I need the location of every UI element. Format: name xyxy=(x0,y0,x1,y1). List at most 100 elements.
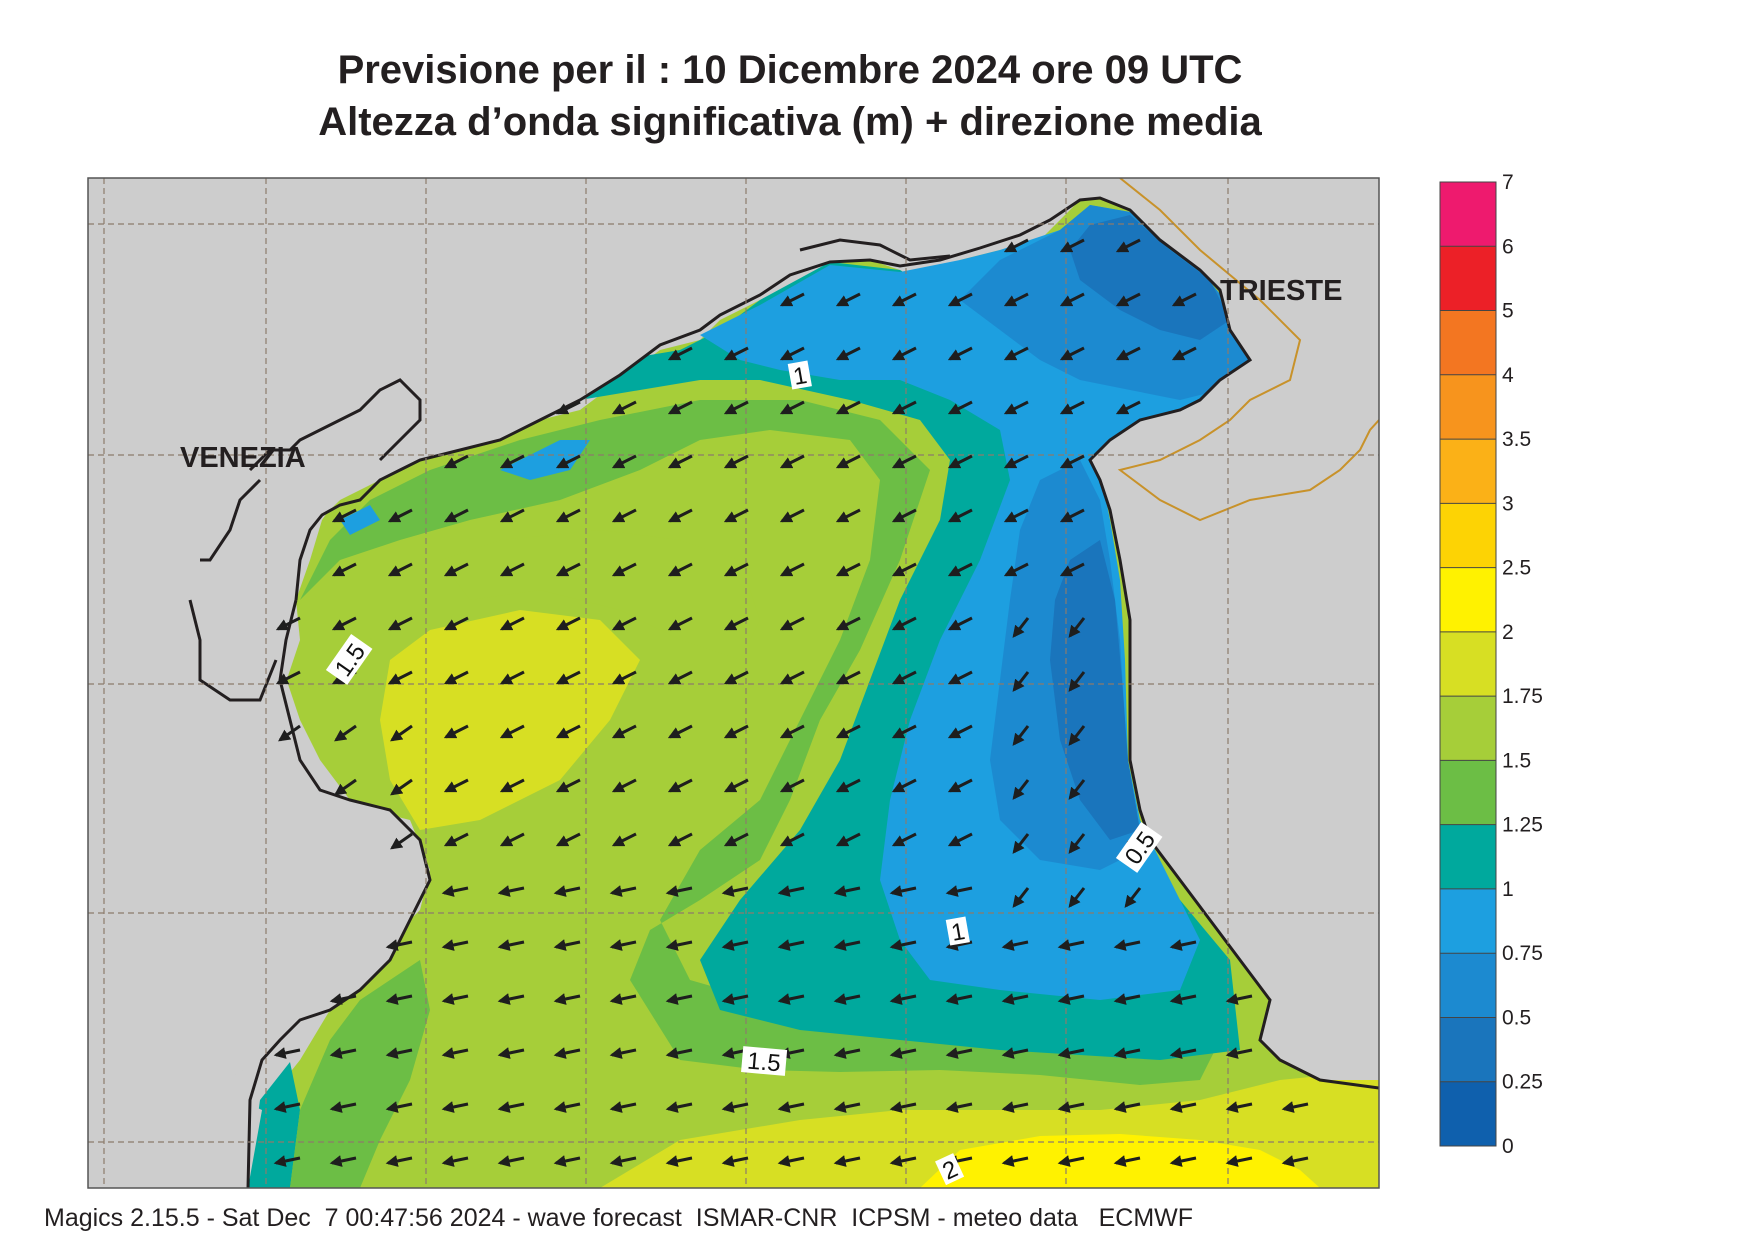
contour-band-sw-teal xyxy=(248,1062,300,1188)
wave-direction-arrow xyxy=(945,1047,973,1059)
wave-direction-arrow xyxy=(1169,1101,1197,1113)
wave-direction-arrow xyxy=(1059,454,1085,469)
wave-direction-arrow xyxy=(1001,993,1029,1005)
wave-direction-arrow xyxy=(833,1155,861,1167)
wave-direction-arrow xyxy=(1003,508,1029,523)
wave-direction-arrow xyxy=(1012,833,1030,854)
wave-direction-arrow xyxy=(553,1047,581,1059)
wave-direction-arrow xyxy=(609,939,637,951)
land-west-coast xyxy=(88,178,430,1188)
wave-direction-arrow xyxy=(1012,887,1030,908)
wave-direction-arrow xyxy=(665,993,693,1005)
colorbar-swatch xyxy=(1440,567,1496,633)
colorbar-swatch xyxy=(1440,1081,1496,1147)
wave-direction-arrow xyxy=(497,993,525,1005)
wave-direction-arrow xyxy=(611,778,637,793)
wave-direction-arrow xyxy=(665,885,693,897)
wave-direction-arrow xyxy=(443,508,469,523)
city-label-venezia: VENEZIA xyxy=(180,442,306,474)
wave-direction-arrow xyxy=(499,778,525,793)
wave-direction-arrow xyxy=(947,778,973,793)
wave-direction-arrow xyxy=(553,885,581,897)
wave-direction-arrow xyxy=(1003,454,1029,469)
wave-direction-arrow xyxy=(1281,1155,1309,1167)
wave-direction-arrow xyxy=(945,885,973,897)
wave-direction-arrow xyxy=(329,1047,357,1059)
wave-direction-arrow xyxy=(723,724,749,739)
colorbar-swatch xyxy=(1440,631,1496,697)
wave-direction-arrow xyxy=(334,778,357,796)
wave-direction-arrow xyxy=(1225,1101,1253,1113)
map-frame xyxy=(87,177,1380,1189)
wave-direction-arrow xyxy=(611,724,637,739)
wave-direction-arrow xyxy=(609,1155,637,1167)
land-north-coast xyxy=(380,178,1100,470)
wave-direction-arrow xyxy=(891,724,917,739)
wave-direction-arrow xyxy=(835,778,861,793)
wave-direction-arrow xyxy=(329,1155,357,1167)
wave-direction-arrow xyxy=(390,832,413,850)
wave-direction-arrow xyxy=(667,454,693,469)
trieste-gulf xyxy=(799,238,951,262)
wave-direction-arrow xyxy=(779,400,805,415)
wave-direction-arrow xyxy=(555,508,581,523)
wave-direction-arrow xyxy=(667,400,693,415)
wave-direction-arrow xyxy=(721,993,749,1005)
wave-direction-arrow xyxy=(329,1101,357,1113)
wave-direction-arrow xyxy=(667,724,693,739)
wave-direction-arrow xyxy=(387,670,413,685)
wave-direction-arrow xyxy=(1059,292,1085,307)
wave-direction-arrow xyxy=(273,1101,301,1113)
wave-direction-arrow xyxy=(779,346,805,361)
svg-text:1: 1 xyxy=(949,918,967,947)
wave-direction-arrow xyxy=(443,832,469,847)
wave-direction-arrow xyxy=(835,616,861,631)
wave-direction-arrow xyxy=(611,616,637,631)
map-title-line-1: Previsione per il : 10 Dicembre 2024 ore… xyxy=(337,48,1243,92)
svg-text:1: 1 xyxy=(791,362,809,391)
wave-direction-arrow xyxy=(723,832,749,847)
wave-direction-arrow xyxy=(1003,238,1029,253)
wave-direction-arrow xyxy=(1057,939,1085,951)
wave-direction-arrow xyxy=(1012,779,1030,800)
colorbar-swatch xyxy=(1440,760,1496,826)
wave-direction-arrow xyxy=(497,1155,525,1167)
wave-direction-arrow xyxy=(1115,346,1141,361)
wave-direction-arrow xyxy=(611,400,637,415)
wave-direction-arrow xyxy=(609,1047,637,1059)
wave-direction-arrow xyxy=(777,993,805,1005)
wave-direction-arrow xyxy=(779,724,805,739)
wave-direction-arrow xyxy=(499,832,525,847)
wave-direction-arrow xyxy=(835,724,861,739)
wave-direction-arrow xyxy=(1057,1047,1085,1059)
wave-direction-arrow xyxy=(390,724,413,742)
colorbar-tick-label: 2.5 xyxy=(1502,557,1531,580)
coastline-west xyxy=(246,599,432,1188)
colorbar-tick-label: 0 xyxy=(1502,1135,1514,1158)
colorbar xyxy=(1439,181,1497,1147)
wave-direction-arrow xyxy=(889,1101,917,1113)
colorbar-tick-label: 3 xyxy=(1502,492,1514,515)
wave-direction-arrow xyxy=(1115,400,1141,415)
wave-direction-arrow xyxy=(441,1047,469,1059)
wave-direction-arrow xyxy=(555,832,581,847)
wave-direction-arrow xyxy=(385,993,413,1005)
colorbar-swatch xyxy=(1440,439,1496,504)
wave-direction-arrow xyxy=(387,508,413,523)
wave-direction-arrow xyxy=(665,1155,693,1167)
wave-direction-arrow xyxy=(667,616,693,631)
wave-direction-arrow xyxy=(721,1101,749,1113)
wave-direction-arrow xyxy=(889,885,917,897)
wave-direction-arrow xyxy=(945,939,973,951)
wave-direction-arrow xyxy=(611,832,637,847)
wave-direction-arrow xyxy=(779,832,805,847)
colorbar-tick-label: 0.75 xyxy=(1502,942,1543,965)
wave-direction-arrow xyxy=(611,454,637,469)
wave-direction-arrow xyxy=(947,400,973,415)
wave-direction-arrow xyxy=(329,993,357,1005)
wave-direction-arrow xyxy=(443,724,469,739)
wave-direction-arrow xyxy=(665,939,693,951)
wave-direction-arrow xyxy=(835,400,861,415)
wave-direction-arrow xyxy=(891,508,917,523)
wave-direction-arrow xyxy=(723,616,749,631)
